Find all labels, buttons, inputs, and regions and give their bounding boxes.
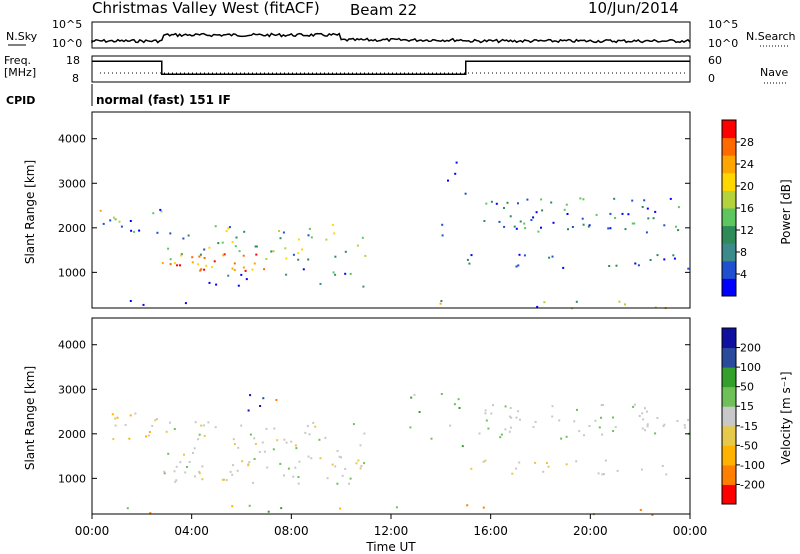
date-label: 10/Jun/2014: [588, 0, 679, 17]
nsearch-tick-top: 10^5: [708, 18, 738, 31]
station-title: Christmas Valley West (fitACF): [92, 0, 320, 17]
ytick-label: 3000: [58, 383, 86, 396]
cbar-tick: -15: [740, 420, 758, 433]
velocity-colorbar: 200 100 50 15 -15 -50 -100 -200: [721, 327, 765, 505]
frequency-trace: [92, 60, 690, 75]
cbar-tick: 8: [740, 246, 747, 259]
freq-tick-8: 8: [72, 72, 79, 85]
ytick-label: 4000: [58, 339, 86, 352]
nave-tick-0: 0: [708, 72, 715, 85]
xtick-label: 08:00: [274, 524, 309, 538]
ytick-label: 3000: [58, 177, 86, 190]
power-heatmap: [99, 161, 690, 310]
nsky-panel: N.Sky 10^5 10^0 10^5 10^0 N.Search: [6, 18, 796, 50]
power-panel: Slant Range [km] 4000 3000 2000 1000 28 24 20…: [23, 111, 793, 310]
xtick-label: 00:00: [673, 524, 708, 538]
ytick-label: 2000: [58, 428, 86, 441]
velocity-heatmap: [111, 393, 690, 516]
cbar-tick: 4: [740, 268, 747, 281]
cbar-tick: 12: [740, 224, 754, 237]
cbar-tick: 15: [740, 400, 754, 413]
nave-tick-60: 60: [708, 54, 722, 67]
velocity-yaxis: 4000 3000 2000 1000: [58, 339, 690, 485]
nsearch-tick-bottom: 10^0: [708, 37, 738, 50]
cbar-tick: -50: [740, 439, 758, 452]
freq-panel: Freq. [MHz] 18 8 60 0 Nave: [4, 54, 788, 85]
freq-label-top: Freq.: [4, 54, 31, 67]
velocity-panel: Slant Range [km] 4000 3000 2000 1000 200 100…: [23, 317, 793, 516]
xtick-label: 16:00: [473, 524, 508, 538]
cbar-tick: 24: [740, 158, 754, 171]
cbar-tick: -200: [740, 478, 765, 491]
freq-label-bottom: [MHz]: [4, 66, 36, 79]
ytick-label: 1000: [58, 266, 86, 279]
cpid-mode: normal (fast) 151 IF: [96, 93, 231, 107]
cbar-tick: 16: [740, 202, 754, 215]
time-axis: 00:00 04:00 08:00 12:00 16:00 20:00 00:00: [75, 514, 708, 538]
ytick-label: 4000: [58, 133, 86, 146]
power-ylabel: Slant Range [km]: [23, 160, 37, 264]
xaxis-label: Time UT: [365, 540, 416, 554]
nave-label: Nave: [760, 66, 788, 79]
cbar-tick: 50: [740, 381, 754, 394]
cbar-tick: 100: [740, 361, 761, 374]
nsky-label: N.Sky: [6, 30, 38, 43]
nsky-tick-top: 10^5: [52, 18, 82, 31]
cbar-tick: 200: [740, 342, 761, 355]
xtick-label: 12:00: [374, 524, 409, 538]
xtick-label: 20:00: [573, 524, 608, 538]
power-colorbar: 28 24 20 16 12 8 4: [721, 119, 754, 297]
power-yaxis: 4000 3000 2000 1000: [58, 133, 690, 279]
cpid-label: CPID: [6, 94, 35, 107]
beam-label: Beam 22: [350, 1, 417, 19]
velocity-ylabel: Slant Range [km]: [23, 366, 37, 470]
freq-tick-18: 18: [66, 54, 80, 67]
nsearch-label: N.Search: [746, 30, 796, 43]
nsky-tick-bottom: 10^0: [52, 37, 82, 50]
cbar-tick: -100: [740, 459, 765, 472]
velocity-cbar-label: Velocity [m s⁻¹]: [779, 371, 793, 464]
cbar-tick: 20: [740, 180, 754, 193]
power-cbar-label: Power [dB]: [779, 179, 793, 244]
ytick-label: 1000: [58, 472, 86, 485]
cbar-tick: 28: [740, 136, 754, 149]
nsky-trace: [91, 32, 691, 44]
ytick-label: 2000: [58, 222, 86, 235]
xtick-label: 00:00: [75, 524, 110, 538]
xtick-label: 04:00: [174, 524, 209, 538]
